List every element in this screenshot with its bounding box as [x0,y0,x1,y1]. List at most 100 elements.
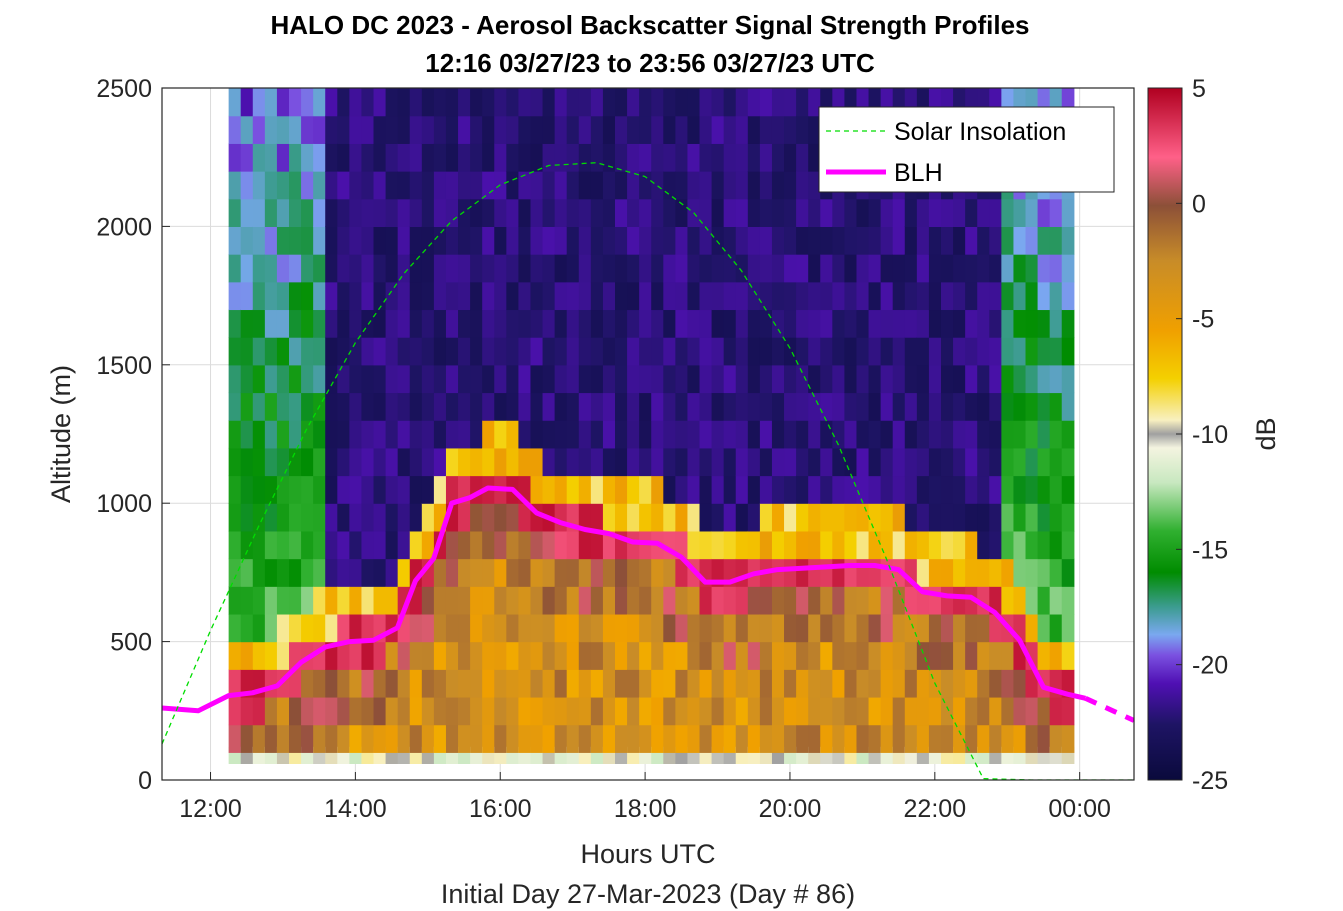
heatmap-cell [590,364,604,394]
heatmap-cell [373,503,387,532]
heatmap-cell [228,198,242,227]
heatmap-cell [784,88,797,117]
heatmap-cell [796,254,809,283]
heatmap-cell [1001,420,1015,449]
heatmap-cell [482,641,495,670]
heatmap-cell [868,198,882,227]
heatmap-cell [276,613,290,643]
heatmap-cell [699,641,713,670]
heatmap-cell [409,641,423,670]
heatmap-cell [252,309,266,338]
heatmap-cell [1013,503,1027,532]
heatmap-cell [276,171,290,200]
heatmap-cell [747,337,761,366]
heatmap-cell [904,198,918,227]
heatmap-cell [313,420,326,449]
heatmap-cell [747,88,761,117]
heatmap-cell [373,115,387,144]
heatmap-cell [554,420,568,449]
heatmap-cell [892,337,906,366]
heatmap-cell [409,696,423,726]
heatmap-cell [518,696,532,726]
heatmap-cell [228,226,242,255]
heatmap-cell [699,88,713,117]
heatmap-cell [1049,530,1063,560]
heatmap-cell [240,420,254,449]
heatmap-cell [252,475,266,504]
heatmap-cell [844,254,858,283]
heatmap-cell [578,724,592,753]
heatmap-cell [675,143,689,172]
heatmap-cell [735,143,749,172]
heatmap-cell [1049,198,1063,227]
heatmap-cell [1061,641,1075,670]
heatmap-cell [627,337,640,366]
heatmap-cell [590,447,604,477]
heatmap-cell [965,724,978,753]
heatmap-cell [989,226,1002,255]
heatmap-cell [228,420,242,449]
heatmap-cell [1001,337,1015,366]
heatmap-cell [337,281,350,311]
heatmap-cell [494,143,507,172]
heatmap-cell [361,613,375,643]
heatmap-cell [578,281,592,311]
heatmap-cell [1037,447,1051,477]
heatmap-cell [615,171,628,200]
heatmap-cell [506,503,520,532]
heatmap-cell [602,530,616,560]
heatmap-cell [542,613,556,643]
heatmap-cell [602,392,616,421]
heatmap-cell [916,475,930,504]
heatmap-cell [409,530,423,560]
heatmap-cell [337,530,350,560]
heatmap-cell [228,309,242,338]
heatmap-cell [820,586,833,615]
heatmap-cell [796,641,809,670]
heatmap-cell [433,420,447,449]
heatmap-cell [759,641,773,670]
heatmap-cell [506,641,520,670]
heatmap-cell [940,669,954,698]
heatmap-cell [759,143,773,172]
heatmap-cell [554,88,568,117]
heatmap-cell [796,613,809,643]
heatmap-cell [916,337,930,366]
heatmap-cell [699,143,713,172]
heatmap-cell [711,364,725,394]
heatmap-cell [687,88,701,117]
heatmap-cell [361,447,375,477]
heatmap-cell [542,364,556,394]
heatmap-cell [916,530,930,560]
heatmap-cell [458,724,471,753]
heatmap-cell [856,420,870,449]
heatmap-cell [687,115,701,144]
heatmap-cell [482,724,495,753]
heatmap-cell [747,171,761,200]
heatmap-cell [1025,724,1039,753]
heatmap-cell [1013,198,1027,227]
heatmap-cell [651,475,664,504]
heatmap-cell [373,226,387,255]
heatmap-cell [1025,503,1039,532]
heatmap-cell [590,226,604,255]
heatmap-cell [1061,503,1075,532]
heatmap-cell [421,503,435,532]
heatmap-cell [530,447,544,477]
heatmap-cell [928,503,942,532]
heatmap-cell [349,696,363,726]
heatmap-cell [928,281,942,311]
heatmap-cell [953,337,966,366]
heatmap-cell [675,558,689,587]
heatmap-cell [615,88,628,117]
heatmap-cell [771,613,785,643]
heatmap-cell [409,420,423,449]
heatmap-cell [542,309,556,338]
heatmap-cell [542,530,556,560]
heatmap-cell [325,447,338,477]
heatmap-cell [639,475,652,504]
heatmap-cell [856,309,870,338]
heatmap-cell [711,88,725,117]
heatmap-cell [771,254,785,283]
heatmap-cell [228,88,242,117]
